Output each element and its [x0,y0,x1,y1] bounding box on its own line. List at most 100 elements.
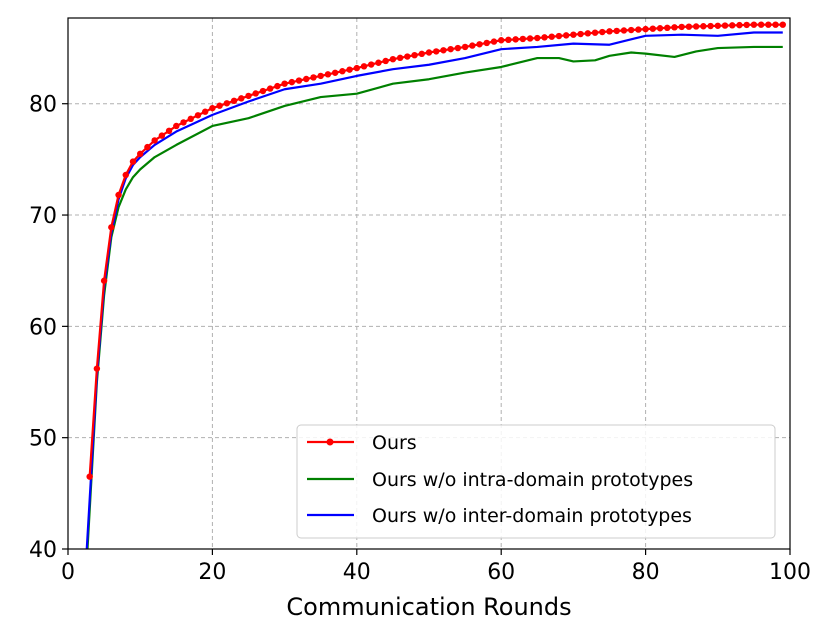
series-point-1 [209,104,216,112]
x-tick-label: 20 [198,560,226,585]
series-point-1 [570,31,577,38]
series-point-1 [216,102,223,109]
series-point-1 [757,21,765,28]
series-point-1 [108,224,115,231]
series-point-1 [512,36,519,43]
series-point-1 [382,57,389,65]
y-tick-label: 50 [29,427,57,452]
x-tick-label: 40 [343,560,371,585]
series-point-1 [158,132,166,139]
series-point-1 [339,68,346,75]
series-layer [85,21,786,549]
series-point-1 [100,277,108,284]
x-tick-label: 60 [487,560,515,585]
series-point-1 [469,42,476,49]
series-point-1 [396,54,404,62]
series-point-1 [252,90,259,97]
series-line-1 [88,23,783,477]
series-point-1 [736,21,743,29]
series-point-1 [620,27,628,34]
series-line-2 [86,45,783,549]
series-point-1 [505,36,512,44]
legend-label-ours: Ours [372,432,417,454]
series-point-1 [418,50,425,58]
series-point-1 [129,158,137,165]
series-point-1 [375,59,382,66]
series-point-1 [591,29,599,36]
series-point-1 [721,22,729,29]
series-point-1 [151,137,158,144]
series-point-1 [627,26,635,34]
series-point-1 [295,77,303,84]
series-point-1 [281,80,288,87]
series-point-1 [642,25,649,33]
x-tick-label: 100 [769,560,811,585]
series-point-1 [187,115,194,123]
series-point-1 [266,85,274,92]
series-point-1 [519,35,527,43]
y-tick-label: 70 [29,204,57,229]
series-point-1 [700,23,707,30]
series-point-1 [750,21,758,28]
series-point-1 [765,21,772,28]
series-point-1 [534,34,541,42]
series-point-1 [274,82,281,90]
series-point-1 [678,23,685,31]
series-point-1 [411,51,418,59]
series-point-1 [245,92,252,100]
series-point-1 [310,74,317,81]
legend-marker-ours [326,438,334,446]
series-point-1 [238,95,245,102]
series-point-1 [317,72,324,80]
series-point-1 [548,33,555,40]
series-point-1 [353,64,360,72]
series-point-1 [433,48,440,55]
series-point-1 [685,23,693,30]
series-point-1 [454,44,462,52]
series-point-1 [346,66,353,73]
series-point-1 [772,21,779,28]
series-point-1 [649,25,657,32]
series-point-1 [173,122,180,130]
legend: Ours Ours w/o intra-domain prototypes Ou… [296,424,776,539]
series-point-1 [324,71,332,78]
x-tick-label: 80 [632,560,660,585]
series-point-1 [562,32,570,39]
series-point-1 [599,28,606,36]
series-point-1 [664,24,671,31]
series-point-1 [180,119,187,126]
series-point-1 [259,87,267,95]
series-point-1 [447,45,454,53]
plot-frame [67,17,791,550]
series-point-1 [743,21,750,29]
series-point-1 [230,97,238,105]
series-point-1 [779,21,786,28]
series-point-1 [360,63,368,70]
series-point-1 [86,473,93,480]
y-tick-label: 60 [29,315,57,340]
series-point-1 [368,61,375,68]
series-point-1 [440,47,447,54]
series-point-1 [122,171,129,179]
series-point-1 [555,32,563,40]
x-axis-label: Communication Rounds [286,593,571,621]
series-point-1 [483,39,490,47]
series-point-1 [404,53,411,60]
series-point-1 [692,23,700,30]
series-point-1 [425,49,433,56]
series-point-1 [541,34,548,41]
series-point-1 [635,26,642,33]
series-point-1 [303,75,310,83]
series-point-1 [671,24,678,31]
series-point-1 [606,28,613,35]
y-tick-label: 80 [29,93,57,118]
series-point-1 [331,69,339,76]
series-point-1 [201,108,209,115]
legend-box [296,424,776,539]
ticks: 0 20 40 60 80 100 40 50 60 70 80 [29,93,811,585]
series-point-1 [584,30,592,37]
series-point-1 [577,30,584,38]
series-point-1 [729,22,736,29]
series-point-1 [144,143,151,151]
